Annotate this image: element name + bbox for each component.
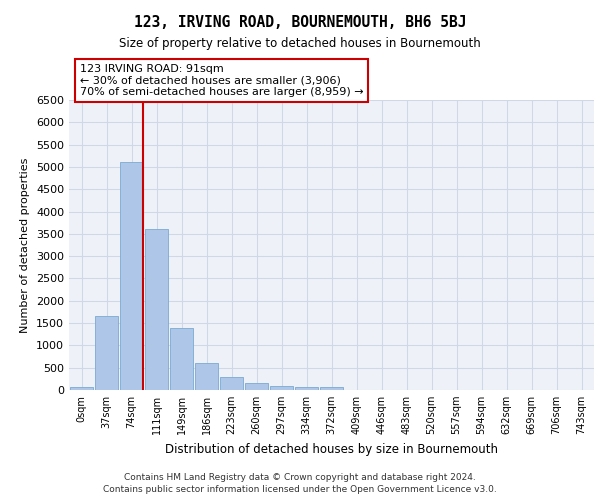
Bar	[269, 386, 293, 390]
Text: 123, IRVING ROAD, BOURNEMOUTH, BH6 5BJ: 123, IRVING ROAD, BOURNEMOUTH, BH6 5BJ	[134, 15, 466, 30]
Bar	[194, 363, 218, 390]
Bar	[170, 328, 193, 390]
Y-axis label: Number of detached properties: Number of detached properties	[20, 158, 31, 332]
Bar	[295, 386, 319, 390]
Text: Contains HM Land Registry data © Crown copyright and database right 2024.: Contains HM Land Registry data © Crown c…	[124, 472, 476, 482]
Bar	[70, 386, 94, 390]
Bar	[320, 386, 343, 390]
Bar	[119, 162, 143, 390]
Bar	[245, 384, 268, 390]
Bar	[145, 230, 169, 390]
X-axis label: Distribution of detached houses by size in Bournemouth: Distribution of detached houses by size …	[165, 442, 498, 456]
Bar	[95, 316, 118, 390]
Bar	[220, 376, 244, 390]
Text: Size of property relative to detached houses in Bournemouth: Size of property relative to detached ho…	[119, 38, 481, 51]
Text: 123 IRVING ROAD: 91sqm
← 30% of detached houses are smaller (3,906)
70% of semi-: 123 IRVING ROAD: 91sqm ← 30% of detached…	[79, 64, 363, 97]
Text: Contains public sector information licensed under the Open Government Licence v3: Contains public sector information licen…	[103, 485, 497, 494]
